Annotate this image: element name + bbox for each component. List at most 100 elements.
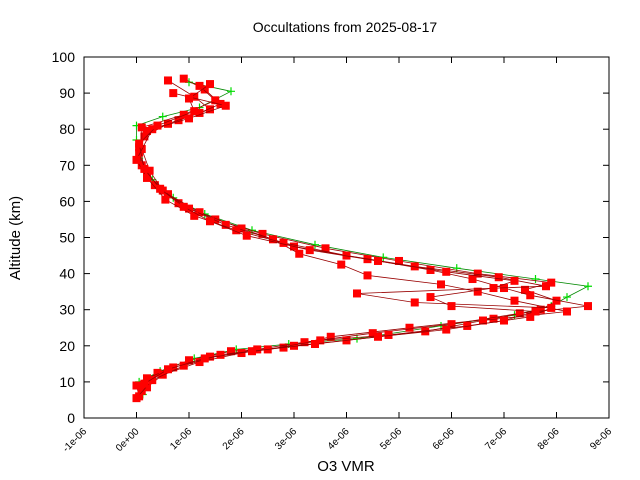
data-point-square [395, 256, 403, 265]
data-point-plus [452, 264, 461, 273]
data-point-square [337, 260, 346, 269]
data-point-square [510, 296, 519, 305]
data-point-square [153, 121, 162, 130]
data-point-square [526, 291, 535, 300]
data-point-square [542, 282, 550, 291]
data-point-square [500, 316, 508, 325]
data-point-square [447, 320, 456, 329]
data-point-square [368, 329, 377, 338]
data-point-square [489, 314, 498, 323]
data-point-square [143, 127, 151, 136]
data-point-square [547, 303, 556, 312]
data-point-square [185, 356, 193, 365]
x-axis-label: O3 VMR [317, 458, 375, 475]
data-point-square [179, 74, 188, 83]
data-point-square [221, 220, 230, 229]
data-point-square [521, 285, 529, 294]
data-point-square [515, 309, 524, 318]
data-point-square [374, 256, 382, 265]
data-point-square [269, 235, 277, 244]
data-point-plus [531, 275, 540, 284]
data-point-square [164, 76, 172, 85]
y-tick-label: 20 [59, 338, 75, 354]
data-point-square [158, 370, 167, 379]
data-point-square [169, 89, 178, 98]
data-point-square [242, 231, 251, 240]
data-point-square [295, 249, 304, 258]
data-point-square [447, 302, 456, 311]
data-point-square [211, 96, 220, 105]
data-point-square [140, 379, 149, 388]
data-point-plus [158, 112, 167, 121]
data-point-square [135, 139, 144, 148]
data-point-square [211, 215, 220, 224]
data-point-square [531, 307, 540, 316]
data-point-plus [584, 282, 592, 291]
data-point-square [161, 195, 170, 204]
data-point-square [179, 110, 188, 119]
data-point-square [185, 94, 193, 103]
data-point-square [164, 119, 172, 128]
data-point-square [468, 275, 477, 284]
data-point-square [195, 208, 204, 217]
data-point-square [489, 284, 498, 293]
y-tick-label: 90 [59, 85, 75, 101]
data-point-square [232, 226, 241, 235]
data-point-square [536, 305, 545, 314]
data-point-square [426, 293, 435, 302]
y-tick-label: 40 [59, 266, 75, 282]
data-point-square [216, 350, 225, 359]
data-point-square [206, 80, 214, 89]
data-point-square [316, 336, 325, 345]
data-point-square [140, 132, 149, 141]
data-point-square [353, 289, 361, 298]
data-point-square [227, 347, 235, 356]
data-point-square [342, 251, 351, 260]
data-point-square [195, 358, 204, 367]
data-point-square [248, 347, 256, 356]
data-point-square [143, 173, 151, 182]
data-point-square [426, 265, 435, 274]
data-point-square [552, 296, 561, 305]
data-point-square [374, 332, 382, 341]
data-point-square [132, 155, 141, 164]
y-tick-label: 30 [59, 302, 75, 318]
data-point-square [137, 386, 146, 395]
data-point-square [148, 376, 157, 385]
y-tick-label: 100 [52, 49, 76, 65]
data-point-square [526, 312, 535, 321]
data-point-square [195, 108, 204, 117]
data-point-plus [311, 240, 319, 249]
data-point-square [153, 368, 162, 377]
data-point-square [258, 229, 267, 238]
data-point-square [132, 394, 141, 403]
series-layer [132, 74, 592, 403]
data-point-square [442, 267, 451, 276]
data-point-square [150, 181, 159, 190]
data-point-square [311, 339, 319, 348]
data-point-square [405, 323, 414, 332]
data-point-square [321, 244, 330, 253]
data-point-square [410, 262, 419, 271]
y-tick-label: 50 [59, 230, 75, 246]
data-point-square [206, 352, 214, 361]
y-tick-label: 10 [59, 374, 75, 390]
series-line [138, 83, 536, 385]
data-point-square [206, 105, 214, 114]
data-point-square [437, 280, 445, 289]
data-point-square [179, 202, 188, 211]
data-point-square [410, 298, 419, 307]
data-point-square [421, 327, 430, 336]
data-point-square [279, 238, 288, 247]
data-point-square [137, 123, 146, 132]
data-point-square [584, 302, 592, 311]
data-point-square [479, 316, 487, 325]
data-point-square [190, 107, 199, 116]
y-tick-label: 80 [59, 121, 75, 137]
data-point-square [563, 307, 571, 316]
data-point-square [200, 85, 209, 94]
data-point-square [473, 269, 482, 278]
y-tick-label: 0 [67, 410, 75, 426]
chart-title: Occultations from 2025-08-17 [253, 19, 438, 35]
